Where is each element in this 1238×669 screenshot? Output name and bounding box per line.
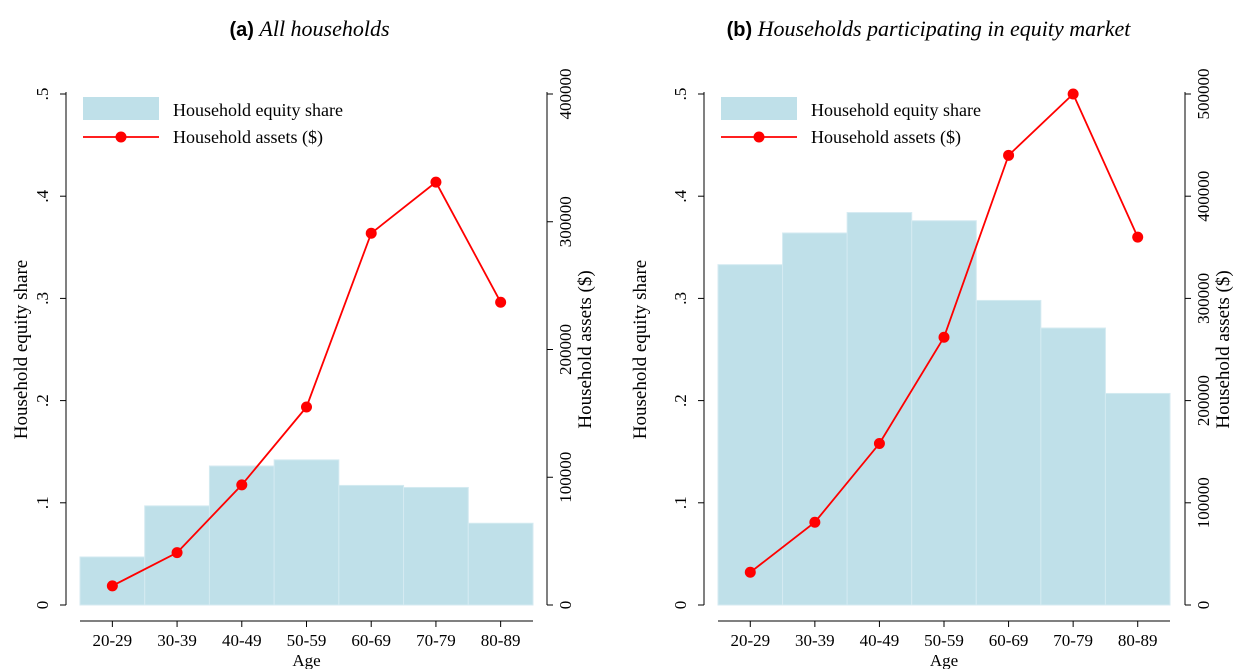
y2-tick-label: 500000 — [1194, 69, 1213, 120]
x-tick-label: 60-69 — [351, 631, 391, 650]
assets-point — [873, 438, 885, 450]
y-tick-label: .4 — [33, 189, 52, 202]
x-tick-label: 30-39 — [795, 631, 835, 650]
y-axis-title: Household equity share — [630, 260, 651, 439]
x-axis-title: Age — [930, 651, 958, 669]
y-tick-label: .3 — [671, 292, 690, 305]
legend-swatch-bar — [721, 97, 797, 120]
chart-b: 0 .1 .2 .3 .4 .5 0 100000 200000 300000 400000 5000… — [630, 69, 1234, 669]
bar — [911, 220, 977, 606]
assets-point — [236, 479, 248, 491]
legend-label: Household equity share — [811, 100, 981, 120]
x-tick-label: 80-89 — [481, 631, 521, 650]
y2-tick-label: 0 — [556, 601, 575, 610]
assets-point — [1067, 88, 1079, 100]
y2-tick-label: 100000 — [1194, 477, 1213, 528]
bar — [846, 212, 913, 606]
assets-point — [106, 580, 118, 592]
y2-axis-title: Household assets ($) — [1213, 270, 1234, 428]
y2-tick-label: 200000 — [556, 324, 575, 375]
x-tick-label: 40-49 — [222, 631, 262, 650]
x-axis-title: Age — [292, 651, 320, 669]
x-tick-label: 50-59 — [924, 631, 964, 650]
assets-point — [301, 401, 312, 413]
panel-b: (b) Households participating in equity m… — [619, 0, 1238, 669]
x-tick-label: 70-79 — [416, 631, 456, 650]
legend-swatch-bar — [83, 97, 159, 120]
y-tick-label: .3 — [33, 292, 52, 305]
legend-label: Household equity share — [173, 100, 343, 120]
y-tick-label: 0 — [33, 601, 52, 610]
x-tick-label: 20-29 — [730, 631, 770, 650]
bar — [403, 486, 469, 606]
x-tick-label: 60-69 — [989, 631, 1029, 650]
bar — [1040, 327, 1106, 606]
assets-point — [365, 227, 377, 239]
y-tick-label: 0 — [671, 601, 690, 610]
bar — [717, 264, 784, 606]
y-tick-label: .5 — [33, 88, 52, 101]
assets-point — [495, 296, 507, 308]
y-tick-label: .5 — [671, 88, 690, 101]
x-tick-label: 50-59 — [287, 631, 327, 650]
y2-tick-label: 0 — [1194, 601, 1213, 610]
y2-tick-label: 200000 — [1194, 375, 1213, 426]
panel-title: (b) Households participating in equity m… — [619, 16, 1238, 42]
panel-label: (a) — [229, 19, 254, 41]
assets-point — [938, 331, 950, 343]
y-tick-label: .1 — [671, 496, 690, 509]
y2-tick-label: 300000 — [556, 196, 575, 247]
y-tick-label: .2 — [33, 394, 52, 407]
legend-swatch-point — [753, 131, 765, 143]
y-axis-title: Household equity share — [11, 260, 32, 439]
legend-label: Household assets ($) — [173, 127, 323, 148]
x-tick-label: 80-89 — [1118, 631, 1158, 650]
legend-swatch-point — [115, 131, 127, 143]
legend-label: Household assets ($) — [811, 127, 961, 148]
y2-tick-label: 400000 — [1194, 171, 1213, 222]
assets-point — [809, 516, 821, 528]
chart-a: 0 .1 .2 .3 .4 .5 0 100000 200000 300000 400000 20-2… — [11, 69, 596, 669]
panel-title-text: All households — [259, 16, 390, 41]
bar — [1104, 392, 1171, 606]
y-tick-label: .2 — [671, 394, 690, 407]
x-tick-label: 20-29 — [93, 631, 133, 650]
y2-axis-title: Household assets ($) — [575, 270, 596, 428]
panel-title: (a) All households — [0, 16, 619, 42]
y-tick-label: .4 — [671, 189, 690, 202]
assets-point — [744, 566, 756, 578]
x-tick-label: 30-39 — [157, 631, 197, 650]
y2-tick-label: 100000 — [556, 452, 575, 503]
bar — [338, 484, 405, 606]
x-tick-label: 40-49 — [860, 631, 900, 650]
y-tick-label: .1 — [33, 496, 52, 509]
assets-point — [1132, 231, 1144, 243]
assets-point — [171, 547, 183, 559]
bar — [273, 459, 340, 606]
bar — [782, 232, 848, 606]
bar — [467, 522, 534, 606]
x-tick-label: 70-79 — [1053, 631, 1093, 650]
assets-point — [1003, 149, 1015, 161]
assets-point — [430, 176, 442, 188]
y2-tick-label: 400000 — [556, 69, 575, 120]
panel-title-text: Households participating in equity marke… — [757, 16, 1131, 41]
panel-a: (a) All households 0 .1 .2 .3 .4 .5 0 100000 200… — [0, 16, 619, 669]
bar — [975, 299, 1042, 606]
y2-tick-label: 300000 — [1194, 273, 1213, 324]
panel-label: (b) — [726, 19, 753, 41]
